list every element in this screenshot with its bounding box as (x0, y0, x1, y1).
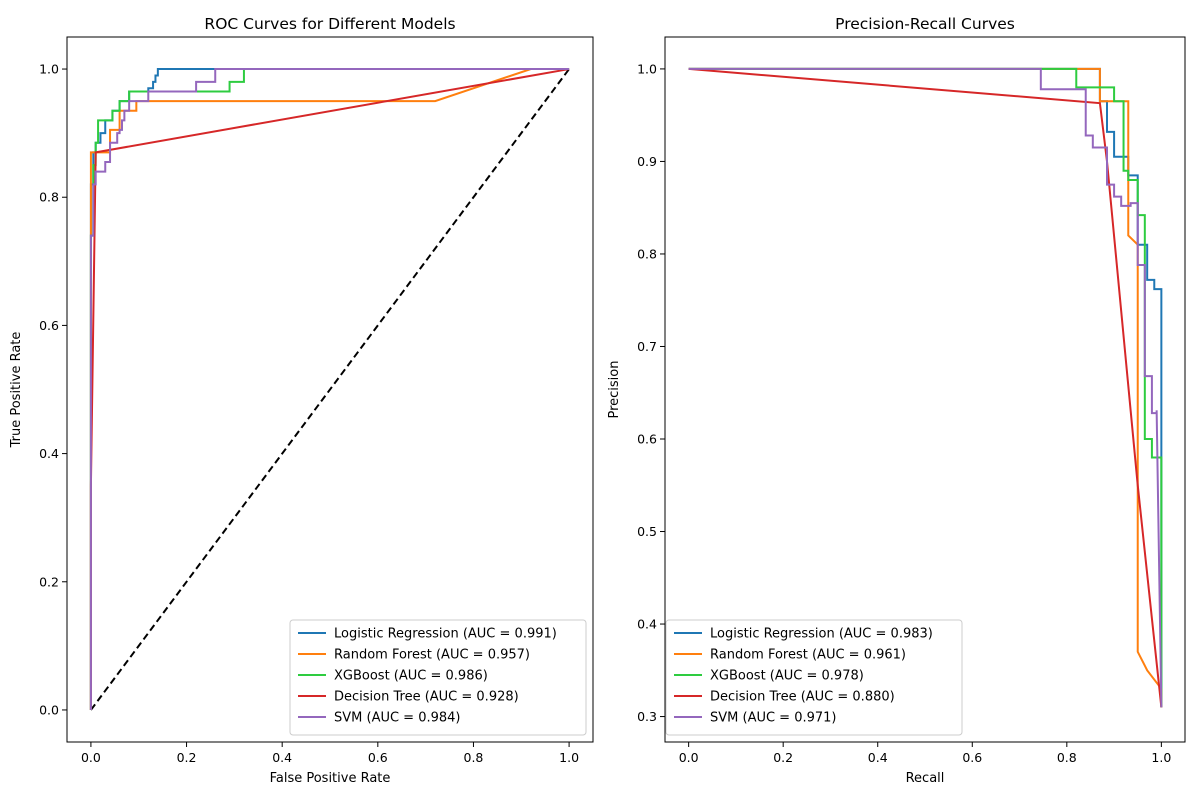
legend-box (289, 619, 587, 736)
y-tick-label: 0.8 (39, 190, 59, 205)
y-tick-label: 0.4 (39, 446, 59, 461)
y-axis-label: True Positive Rate (9, 332, 24, 449)
x-axis-label: Recall (906, 771, 945, 786)
chart-title: Precision-Recall Curves (835, 15, 1015, 33)
x-tick-label: 0.0 (679, 750, 699, 765)
legend-box (665, 619, 963, 736)
series-line-0 (688, 67, 1163, 708)
x-axis-label: False Positive Rate (270, 771, 391, 786)
legend-label: Random Forest (AUC = 0.961) (710, 648, 906, 663)
y-tick-label: 0.5 (637, 524, 657, 539)
plot-area (688, 67, 1163, 708)
series-line-4 (89, 68, 570, 710)
x-tick-label: 0.0 (81, 750, 101, 765)
plot-area (89, 68, 570, 711)
x-tick-label: 0.6 (962, 750, 982, 765)
roc-chart: 0.0 0.2 0.4 0.6 0.8 1.0 0.0 0.2 0.4 0.6 0.8 1.0 ROC … (9, 15, 594, 786)
axes-frame (664, 36, 1186, 743)
series-line-2 (688, 67, 1163, 708)
legend-label: SVM (AUC = 0.971) (710, 711, 837, 726)
y-tick-label: 0.0 (39, 702, 59, 717)
y-tick-label: 0.6 (39, 318, 59, 333)
y-tick-label: 0.2 (39, 574, 59, 589)
diagonal-reference-line (90, 68, 570, 711)
x-tick-label: 0.2 (177, 750, 197, 765)
y-tick-label: 0.7 (637, 339, 657, 354)
legend: Logistic Regression (AUC = 0.983) Random … (665, 619, 963, 736)
x-tick-label: 0.6 (368, 750, 388, 765)
x-tick-label: 0.8 (1057, 750, 1077, 765)
x-tick-label: 0.4 (868, 750, 888, 765)
legend-label: Random Forest (AUC = 0.957) (334, 648, 530, 663)
legend-label: Logistic Regression (AUC = 0.983) (710, 627, 933, 642)
x-tick-label: 0.8 (464, 750, 484, 765)
y-tick-label: 0.4 (637, 617, 657, 632)
y-tick-label: 1.0 (637, 61, 657, 76)
x-tick-label: 0.4 (272, 750, 292, 765)
series-line-1 (688, 67, 1163, 708)
legend-label: Decision Tree (AUC = 0.928) (334, 690, 519, 705)
series-line-2 (89, 68, 570, 710)
y-tick-label: 0.8 (637, 246, 657, 261)
legend-label: XGBoost (AUC = 0.986) (334, 669, 488, 684)
y-tick-label: 0.9 (637, 154, 657, 169)
series-line-3 (688, 67, 1163, 708)
legend-label: SVM (AUC = 0.984) (334, 711, 461, 726)
precision-recall-chart: 0.0 0.2 0.4 0.6 0.8 1.0 0.3 0.4 0.5 0.6 0.7 0.8 0.9 1… (607, 15, 1186, 786)
y-tick-label: 0.6 (637, 431, 657, 446)
legend-label: Logistic Regression (AUC = 0.991) (334, 627, 557, 642)
chart-title: ROC Curves for Different Models (204, 15, 455, 33)
x-tick-label: 1.0 (559, 750, 579, 765)
series-line-4 (688, 67, 1163, 708)
y-tick-label: 1.0 (39, 62, 59, 77)
legend-label: Decision Tree (AUC = 0.880) (710, 690, 895, 705)
legend-label: XGBoost (AUC = 0.978) (710, 669, 864, 684)
x-tick-label: 1.0 (1151, 750, 1171, 765)
x-tick-label: 0.2 (773, 750, 793, 765)
y-tick-label: 0.3 (637, 709, 657, 724)
axes-frame (66, 36, 594, 743)
y-axis-label: Precision (607, 360, 622, 418)
legend: Logistic Regression (AUC = 0.991) Random … (289, 619, 587, 736)
